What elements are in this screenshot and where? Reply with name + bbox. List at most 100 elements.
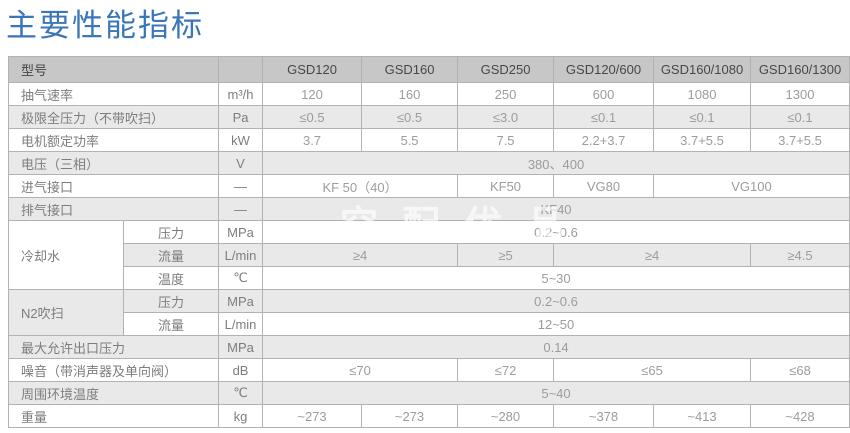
spec-value: ≤0.1 [750, 105, 850, 129]
spec-value: 1300 [750, 82, 850, 106]
table-row: 流量 L/min ≥4 ≥5 ≥4 ≥4.5 [8, 243, 850, 267]
table-row: 流量 L/min 12~50 [8, 312, 850, 336]
unit-cell: L/min [218, 312, 264, 336]
column-header: GSD250 [457, 56, 555, 83]
spec-value: 3.7+5.5 [653, 128, 752, 152]
spec-value: ≤72 [457, 358, 555, 382]
spec-value: ≤0.1 [653, 105, 752, 129]
spec-value: KF50 [457, 174, 555, 198]
table-row: 周围环境温度 ℃ 5~40 [7, 381, 850, 405]
spec-value: 7.5 [457, 128, 555, 152]
unit-cell: ℃ [218, 266, 264, 290]
spec-value: ≤0.1 [553, 105, 655, 129]
spec-value: 250 [457, 82, 555, 106]
spec-value: ≥5 [457, 243, 555, 267]
table-row: 冷却水 压力 MPa 0.2~0.6 [8, 220, 850, 290]
row-sublabel: 温度 [122, 266, 220, 290]
unit-cell: dB [218, 358, 264, 382]
spec-value: ~273 [262, 404, 363, 428]
unit-cell: Pa [218, 105, 264, 129]
column-header: 型号 [7, 56, 220, 83]
spec-value: 3.7+5.5 [750, 128, 850, 152]
spec-value: 5.5 [361, 128, 459, 152]
table-row: 重量 kg ~273 ~273 ~280 ~378 ~413 ~428 [7, 404, 850, 428]
column-header: GSD120/600 [553, 56, 655, 83]
table-row: N2吹扫 压力 MPa 0.2~0.6 [8, 289, 850, 336]
spec-value: 2.2+3.7 [553, 128, 655, 152]
spec-value: VG100 [653, 174, 850, 198]
row-label: 周围环境温度 [7, 381, 220, 405]
spec-value: VG80 [553, 174, 655, 198]
spec-value: ≤0.5 [361, 105, 459, 129]
spec-table: 型号 GSD120 GSD160 GSD250 GSD120/600 GSD160/108… [7, 56, 850, 428]
row-label: 电机额定功率 [7, 128, 220, 152]
table-row: 进气接口 — KF 50（40） KF50 VG80 VG100 [7, 174, 850, 198]
row-label: 冷却水 [8, 220, 124, 290]
spec-value: ≤65 [553, 358, 752, 382]
spec-value: 0.14 [262, 335, 850, 359]
spec-value: 5~40 [262, 381, 850, 405]
spec-value: 5~30 [262, 266, 850, 290]
unit-cell: kW [218, 128, 264, 152]
spec-value: 600 [553, 82, 655, 106]
column-header: GSD120 [262, 56, 363, 83]
spec-value: ~378 [553, 404, 655, 428]
spec-value: ~428 [750, 404, 850, 428]
table-row: 温度 ℃ 5~30 [8, 266, 850, 290]
unit-cell: MPa [218, 289, 264, 313]
spec-value: 12~50 [262, 312, 850, 336]
page-title: 主要性能指标 [6, 8, 204, 43]
spec-value: 0.2~0.6 [262, 289, 850, 313]
table-row: 最大允许出口压力 MPa 0.14 [7, 335, 850, 359]
unit-cell: V [218, 151, 264, 175]
row-sublabel: 流量 [122, 312, 220, 336]
table-row: 噪音（带消声器及单向阀） dB ≤70 ≤72 ≤65 ≤68 [7, 358, 850, 382]
row-sublabel: 流量 [122, 243, 220, 267]
row-sublabel: 压力 [122, 289, 220, 313]
table-row: 排气接口 — KF40 [7, 197, 850, 221]
row-label: 最大允许出口压力 [7, 335, 220, 359]
row-sublabel: 压力 [122, 220, 220, 244]
spec-value: ~413 [653, 404, 752, 428]
spec-value: 1080 [653, 82, 752, 106]
spec-value: ≤70 [262, 358, 459, 382]
spec-value: 3.7 [262, 128, 363, 152]
unit-cell: L/min [218, 243, 264, 267]
spec-value: ≥4 [262, 243, 459, 267]
row-label: 排气接口 [7, 197, 220, 221]
table-row: 电压（三相） V 380、400 [7, 151, 850, 175]
row-label: 抽气速率 [7, 82, 220, 106]
row-label: 噪音（带消声器及单向阀） [7, 358, 220, 382]
column-header: GSD160 [361, 56, 459, 83]
table-row: 电机额定功率 kW 3.7 5.5 7.5 2.2+3.7 3.7+5.5 3.7+5.5 [7, 128, 850, 152]
row-label: N2吹扫 [8, 289, 124, 336]
column-header: GSD160/1080 [653, 56, 752, 83]
unit-cell: ℃ [218, 381, 264, 405]
unit-cell: MPa [218, 220, 264, 244]
spec-value: ~280 [457, 404, 555, 428]
unit-cell: — [218, 174, 264, 198]
row-label: 极限全压力（不带吹扫） [7, 105, 220, 129]
row-label: 重量 [7, 404, 220, 428]
spec-value: ≤3.0 [457, 105, 555, 129]
table-row: 极限全压力（不带吹扫） Pa ≤0.5 ≤0.5 ≤3.0 ≤0.1 ≤0.1 ≤0.1 [7, 105, 850, 129]
unit-cell: m³/h [218, 82, 264, 106]
header-row: 型号 GSD120 GSD160 GSD250 GSD120/600 GSD160/108… [7, 56, 850, 83]
spec-value: 120 [262, 82, 363, 106]
column-header-empty [218, 56, 264, 83]
spec-value: KF 50（40） [262, 174, 459, 198]
spec-value: 160 [361, 82, 459, 106]
spec-value: KF40 [262, 197, 850, 221]
spec-value: ≥4.5 [750, 243, 850, 267]
spec-value: 0.2~0.6 [262, 220, 850, 244]
row-label: 电压（三相） [7, 151, 220, 175]
spec-value: ≥4 [553, 243, 752, 267]
spec-value: 380、400 [262, 151, 850, 175]
table-row: 抽气速率 m³/h 120 160 250 600 1080 1300 [7, 82, 850, 106]
spec-value: ≤68 [750, 358, 850, 382]
unit-cell: — [218, 197, 264, 221]
unit-cell: kg [218, 404, 264, 428]
spec-value: ~273 [361, 404, 459, 428]
row-label: 进气接口 [7, 174, 220, 198]
column-header: GSD160/1300 [750, 56, 850, 83]
